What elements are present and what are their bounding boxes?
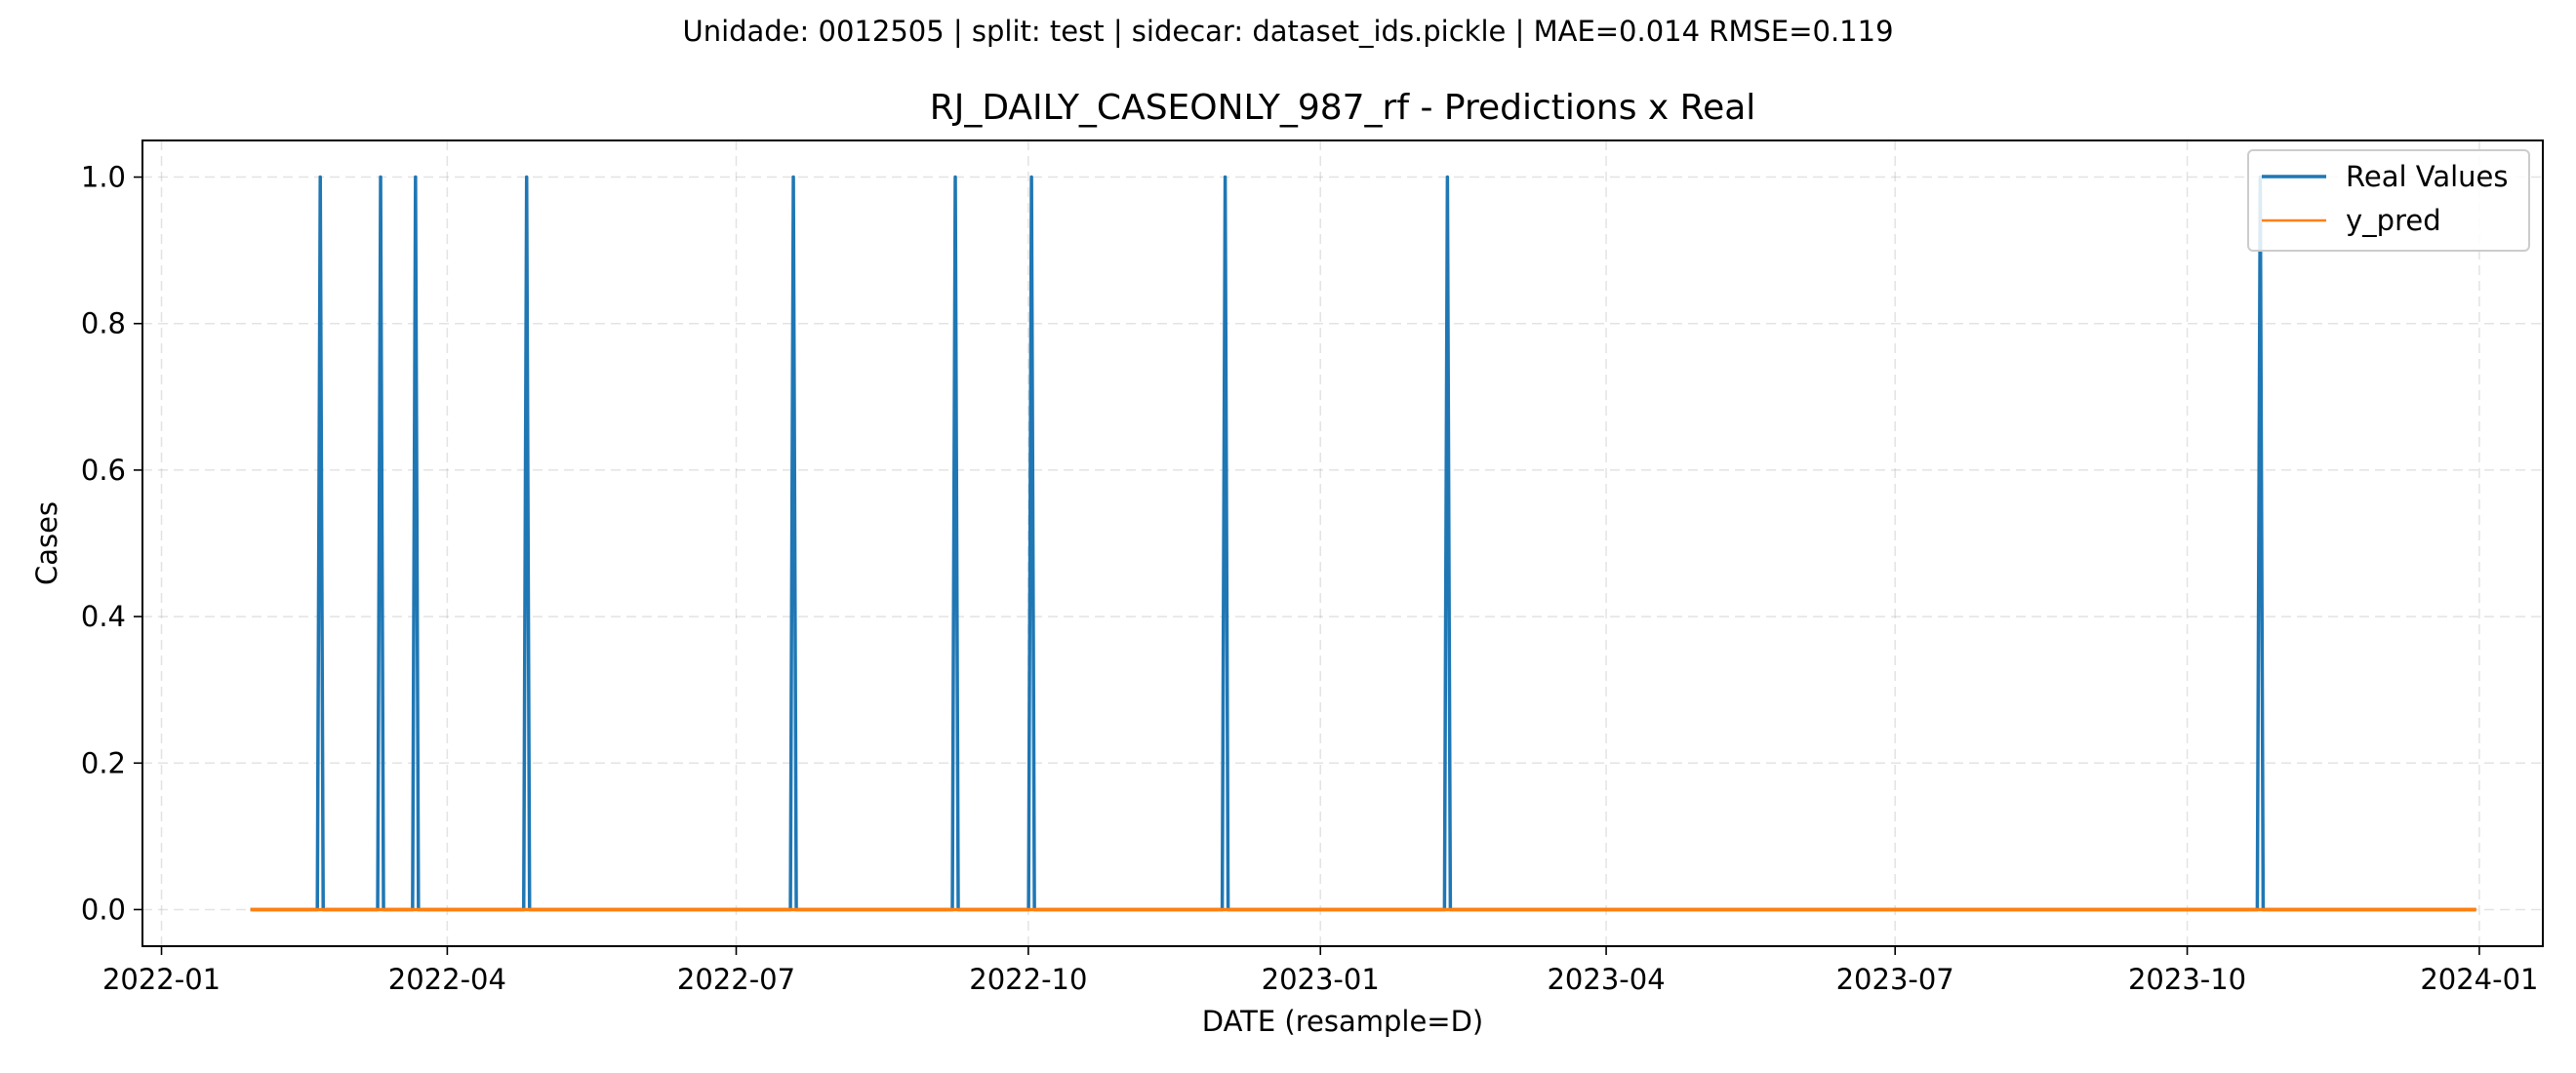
y-tick-label: 0.2 [81,746,126,779]
x-axis-label: DATE (resample=D) [1202,1005,1484,1038]
chart-title: RJ_DAILY_CASEONLY_987_rf - Predictions x… [930,88,1756,128]
plot-frame [141,139,2544,947]
y-axis: 0.0 0.2 0.4 0.6 0.8 1.0 [81,161,142,926]
grid [142,140,2543,946]
x-tick-label: 2024-01 [2420,963,2538,996]
x-tick-label: 2022-07 [677,963,795,996]
legend: Real Values y_pred [2247,149,2530,252]
y-tick-label: 0.0 [81,893,126,926]
y-tick-label: 1.0 [81,161,126,194]
series-group [250,175,2476,912]
y-tick-label: 0.4 [81,600,126,633]
legend-label-real-values: Real Values [2346,160,2508,193]
x-tick-label: 2022-10 [969,963,1087,996]
x-tick-label: 2023-04 [1547,963,1665,996]
figure-suptitle: Unidade: 0012505 | split: test | sidecar… [682,15,1893,48]
legend-label-y-pred: y_pred [2346,204,2441,237]
x-tick-label: 2023-10 [2128,963,2246,996]
x-tick-label: 2023-07 [1836,963,1954,996]
x-tick-label: 2023-01 [1262,963,1380,996]
x-tick-label: 2022-01 [102,963,221,996]
x-tick-label: 2022-04 [388,963,506,996]
y-axis-label: Cases [30,501,63,585]
y-tick-label: 0.6 [81,454,126,487]
series-real-values [250,175,2476,912]
y-tick-label: 0.8 [81,307,126,340]
x-axis: 2022-01 2022-04 2022-07 2022-10 2023-01 2023-… [102,946,2539,996]
